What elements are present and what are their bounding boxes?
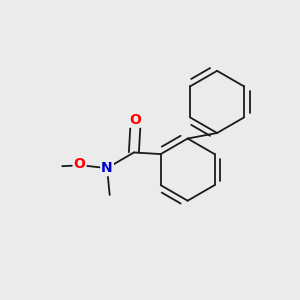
- Text: O: O: [74, 157, 86, 171]
- Text: O: O: [130, 113, 142, 127]
- Text: N: N: [101, 161, 113, 175]
